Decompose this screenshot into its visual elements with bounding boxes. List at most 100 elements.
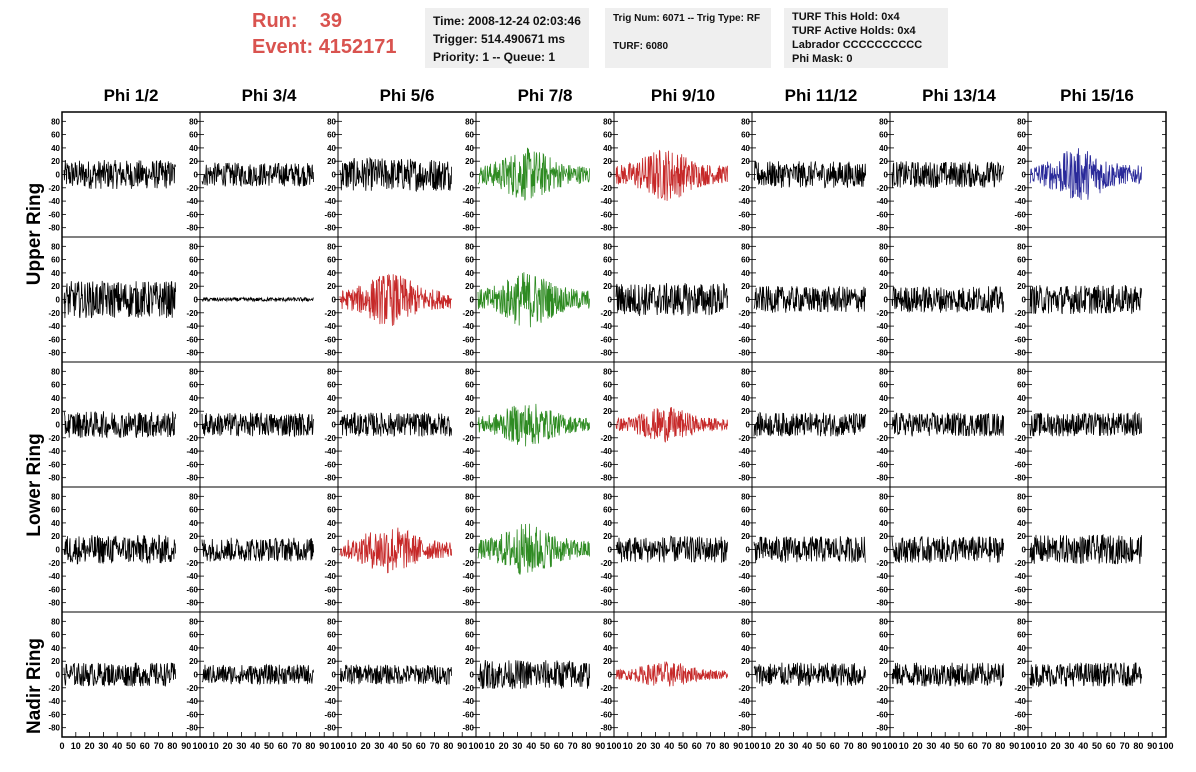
waveform-trace [1029,533,1142,565]
x-tick-label: 20 [913,741,923,751]
y-tick-label: -20 [462,184,474,193]
y-tick-label: 40 [603,519,612,528]
x-tick-label: 30 [236,741,246,751]
y-tick-label: -80 [600,349,612,358]
y-tick-label: 0 [608,421,613,430]
y-tick-label: -60 [876,210,888,219]
y-tick-label: -80 [600,599,612,608]
waveform-trace [339,412,452,438]
run-value: 39 [319,10,343,32]
x-tick-label: 50 [402,741,412,751]
y-tick-label: 0 [1022,171,1027,180]
y-tick-label: -80 [462,349,474,358]
x-tick-label: 80 [995,741,1005,751]
waveform-trace [1029,148,1142,200]
y-tick-label: -20 [876,309,888,318]
y-tick-label: -20 [600,184,612,193]
y-tick-label: -20 [600,684,612,693]
waveform-trace [201,162,314,188]
y-tick-label: 0 [56,421,61,430]
y-tick-label: 0 [746,671,751,680]
x-tick-label: 90 [1009,741,1019,751]
y-tick-label: 0 [884,296,889,305]
y-tick-label: -40 [600,322,612,331]
waveform-panel: -80 -60 -40 -20 0 20 40 60 80 [600,236,753,363]
y-tick-label: 20 [1017,657,1026,666]
y-tick-label: -60 [600,710,612,719]
waveform-panel: -80 -60 -40 -20 0 20 40 60 80 [48,111,201,238]
waveform-panel: -80 -60 -40 -20 0 20 40 60 80 [600,486,753,613]
y-tick-label: -60 [1014,210,1026,219]
y-tick-label: -40 [1014,322,1026,331]
y-tick-label: 80 [327,242,336,251]
x-tick-label: 70 [706,741,716,751]
x-tick-label: 70 [154,741,164,751]
y-tick-label: -40 [462,572,474,581]
x-tick-label: 0 [59,741,64,751]
y-tick-label: 20 [603,407,612,416]
x-tick-label: 30 [512,741,522,751]
panel-border [751,361,891,488]
y-tick-label: -20 [48,184,60,193]
y-tick-label: -40 [738,197,750,206]
x-tick-label: 20 [223,741,233,751]
y-tick-label: -20 [48,434,60,443]
y-tick-label: 20 [1017,282,1026,291]
y-tick-label: -80 [738,224,750,233]
y-tick-label: -80 [1014,349,1026,358]
y-tick-label: 60 [327,506,336,515]
x-tick-label: 40 [112,741,122,751]
y-tick-label: -60 [186,585,198,594]
x-tick-label: 70 [292,741,302,751]
x-tick-label: 90 [733,741,743,751]
y-tick-label: 80 [879,242,888,251]
y-tick-label: -60 [738,210,750,219]
y-tick-label: 40 [741,144,750,153]
y-tick-label: 20 [189,657,198,666]
y-tick-label: 80 [603,367,612,376]
waveform-trace [339,664,452,686]
x-tick-label: 40 [664,741,674,751]
y-tick-label: -20 [324,559,336,568]
column-header-phi-11-12: Phi 11/12 [784,86,858,105]
y-tick-label: 60 [1017,631,1026,640]
waveform-panel: -80 -60 -40 -20 0 20 40 60 80 [1014,486,1167,613]
trig-info-box: Trig Num: 6071 -- Trig Type: RF TURF: 60… [605,8,771,68]
waveform-panel: -80 -60 -40 -20 0 20 40 60 80 [186,236,339,363]
y-tick-label: -40 [462,197,474,206]
y-tick-label: 80 [465,242,474,251]
waveform-panel: -80 -60 -40 -20 0 20 40 60 80 [186,111,339,238]
y-tick-label: -80 [324,474,336,483]
y-tick-label: 0 [194,671,199,680]
column-header-phi-7-8: Phi 7/8 [517,86,573,105]
y-tick-label: 20 [51,407,60,416]
x-tick-label: 100 [468,741,483,751]
column-header-phi-13-14: Phi 13/14 [922,86,996,105]
y-tick-label: -40 [186,322,198,331]
y-tick-label: -40 [48,322,60,331]
x-tick-label: 50 [126,741,136,751]
y-tick-label: -60 [48,585,60,594]
y-tick-label: 80 [741,117,750,126]
y-tick-label: -40 [600,697,612,706]
y-tick-label: 60 [879,131,888,140]
y-tick-label: -80 [324,599,336,608]
y-tick-label: -60 [324,460,336,469]
y-tick-label: 0 [1022,546,1027,555]
y-tick-label: -40 [876,697,888,706]
y-tick-label: 20 [327,407,336,416]
y-tick-label: 20 [741,657,750,666]
y-tick-label: -40 [324,322,336,331]
y-tick-label: 80 [879,617,888,626]
y-tick-label: 20 [1017,407,1026,416]
y-tick-label: 0 [194,171,199,180]
y-tick-label: 80 [465,492,474,501]
y-tick-label: 0 [746,421,751,430]
y-tick-label: 20 [327,157,336,166]
y-tick-label: -20 [186,184,198,193]
y-tick-label: 0 [884,671,889,680]
y-tick-label: -20 [462,559,474,568]
waveform-trace [753,411,866,437]
y-tick-label: -20 [324,434,336,443]
x-tick-label: 70 [1120,741,1130,751]
